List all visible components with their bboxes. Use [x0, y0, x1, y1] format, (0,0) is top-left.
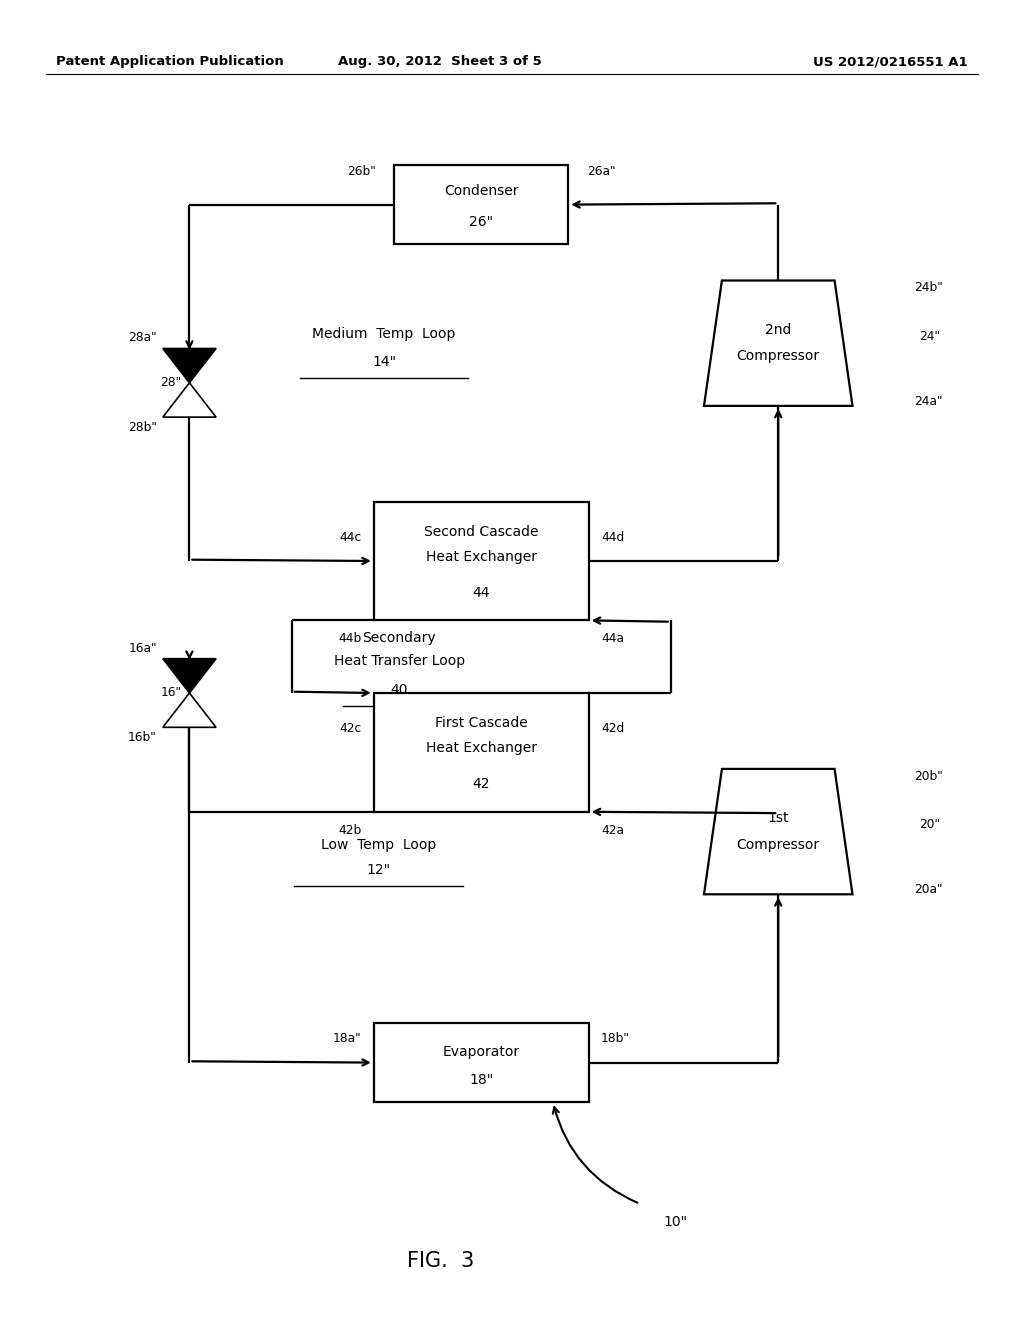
Text: 12": 12" — [367, 863, 391, 876]
Text: 14": 14" — [372, 355, 396, 368]
Bar — [394, 165, 568, 244]
Text: 44b: 44b — [338, 632, 361, 645]
Text: 42c: 42c — [339, 722, 361, 735]
Text: Heat Transfer Loop: Heat Transfer Loop — [334, 655, 465, 668]
Text: Evaporator: Evaporator — [442, 1045, 520, 1059]
Text: Compressor: Compressor — [736, 838, 820, 851]
Text: 28": 28" — [160, 376, 181, 389]
Polygon shape — [163, 383, 216, 417]
Text: Heat Exchanger: Heat Exchanger — [426, 742, 537, 755]
Text: 18": 18" — [469, 1073, 494, 1086]
Text: Condenser: Condenser — [444, 185, 518, 198]
Polygon shape — [163, 693, 216, 727]
Text: 42: 42 — [472, 777, 490, 791]
Text: 18b": 18b" — [601, 1032, 630, 1045]
Text: Second Cascade: Second Cascade — [424, 525, 539, 539]
Text: 44: 44 — [472, 586, 490, 599]
Text: 16": 16" — [160, 686, 181, 700]
Text: Aug. 30, 2012  Sheet 3 of 5: Aug. 30, 2012 Sheet 3 of 5 — [339, 55, 542, 69]
Polygon shape — [163, 659, 216, 693]
Text: 10": 10" — [664, 1216, 688, 1229]
Polygon shape — [705, 281, 852, 407]
Text: Compressor: Compressor — [736, 350, 820, 363]
Text: Secondary: Secondary — [362, 631, 436, 644]
Text: 42b: 42b — [338, 824, 361, 837]
Text: 24b": 24b" — [914, 281, 943, 294]
Text: 16a": 16a" — [128, 642, 157, 655]
Text: US 2012/0216551 A1: US 2012/0216551 A1 — [813, 55, 968, 69]
Text: 24": 24" — [920, 330, 940, 343]
Polygon shape — [705, 768, 852, 895]
Text: 2nd: 2nd — [765, 323, 792, 337]
Text: 42a: 42a — [601, 824, 624, 837]
Text: 44c: 44c — [339, 531, 361, 544]
Text: 44d: 44d — [601, 531, 625, 544]
Text: 24a": 24a" — [914, 395, 942, 408]
Text: 42d: 42d — [601, 722, 625, 735]
Polygon shape — [163, 348, 216, 383]
Bar — [374, 1023, 589, 1102]
Text: 26a": 26a" — [587, 165, 615, 178]
Text: 20b": 20b" — [914, 770, 943, 783]
Text: 20a": 20a" — [914, 883, 942, 896]
Text: Patent Application Publication: Patent Application Publication — [56, 55, 284, 69]
Text: 28a": 28a" — [128, 331, 157, 345]
Text: 40: 40 — [390, 684, 409, 697]
Text: First Cascade: First Cascade — [435, 717, 527, 730]
Text: 44a: 44a — [601, 632, 624, 645]
Text: Low  Temp  Loop: Low Temp Loop — [322, 838, 436, 851]
Bar — [374, 502, 589, 620]
Text: 16b": 16b" — [128, 731, 157, 744]
Text: 26b": 26b" — [347, 165, 376, 178]
Text: Medium  Temp  Loop: Medium Temp Loop — [312, 327, 456, 341]
Text: 28b": 28b" — [128, 421, 157, 434]
Bar — [374, 693, 589, 812]
Text: 18a": 18a" — [333, 1032, 361, 1045]
Text: FIG.  3: FIG. 3 — [407, 1250, 474, 1271]
Text: 26": 26" — [469, 215, 494, 228]
Text: 20": 20" — [920, 818, 940, 832]
Text: 1st: 1st — [768, 812, 788, 825]
Text: Heat Exchanger: Heat Exchanger — [426, 550, 537, 564]
